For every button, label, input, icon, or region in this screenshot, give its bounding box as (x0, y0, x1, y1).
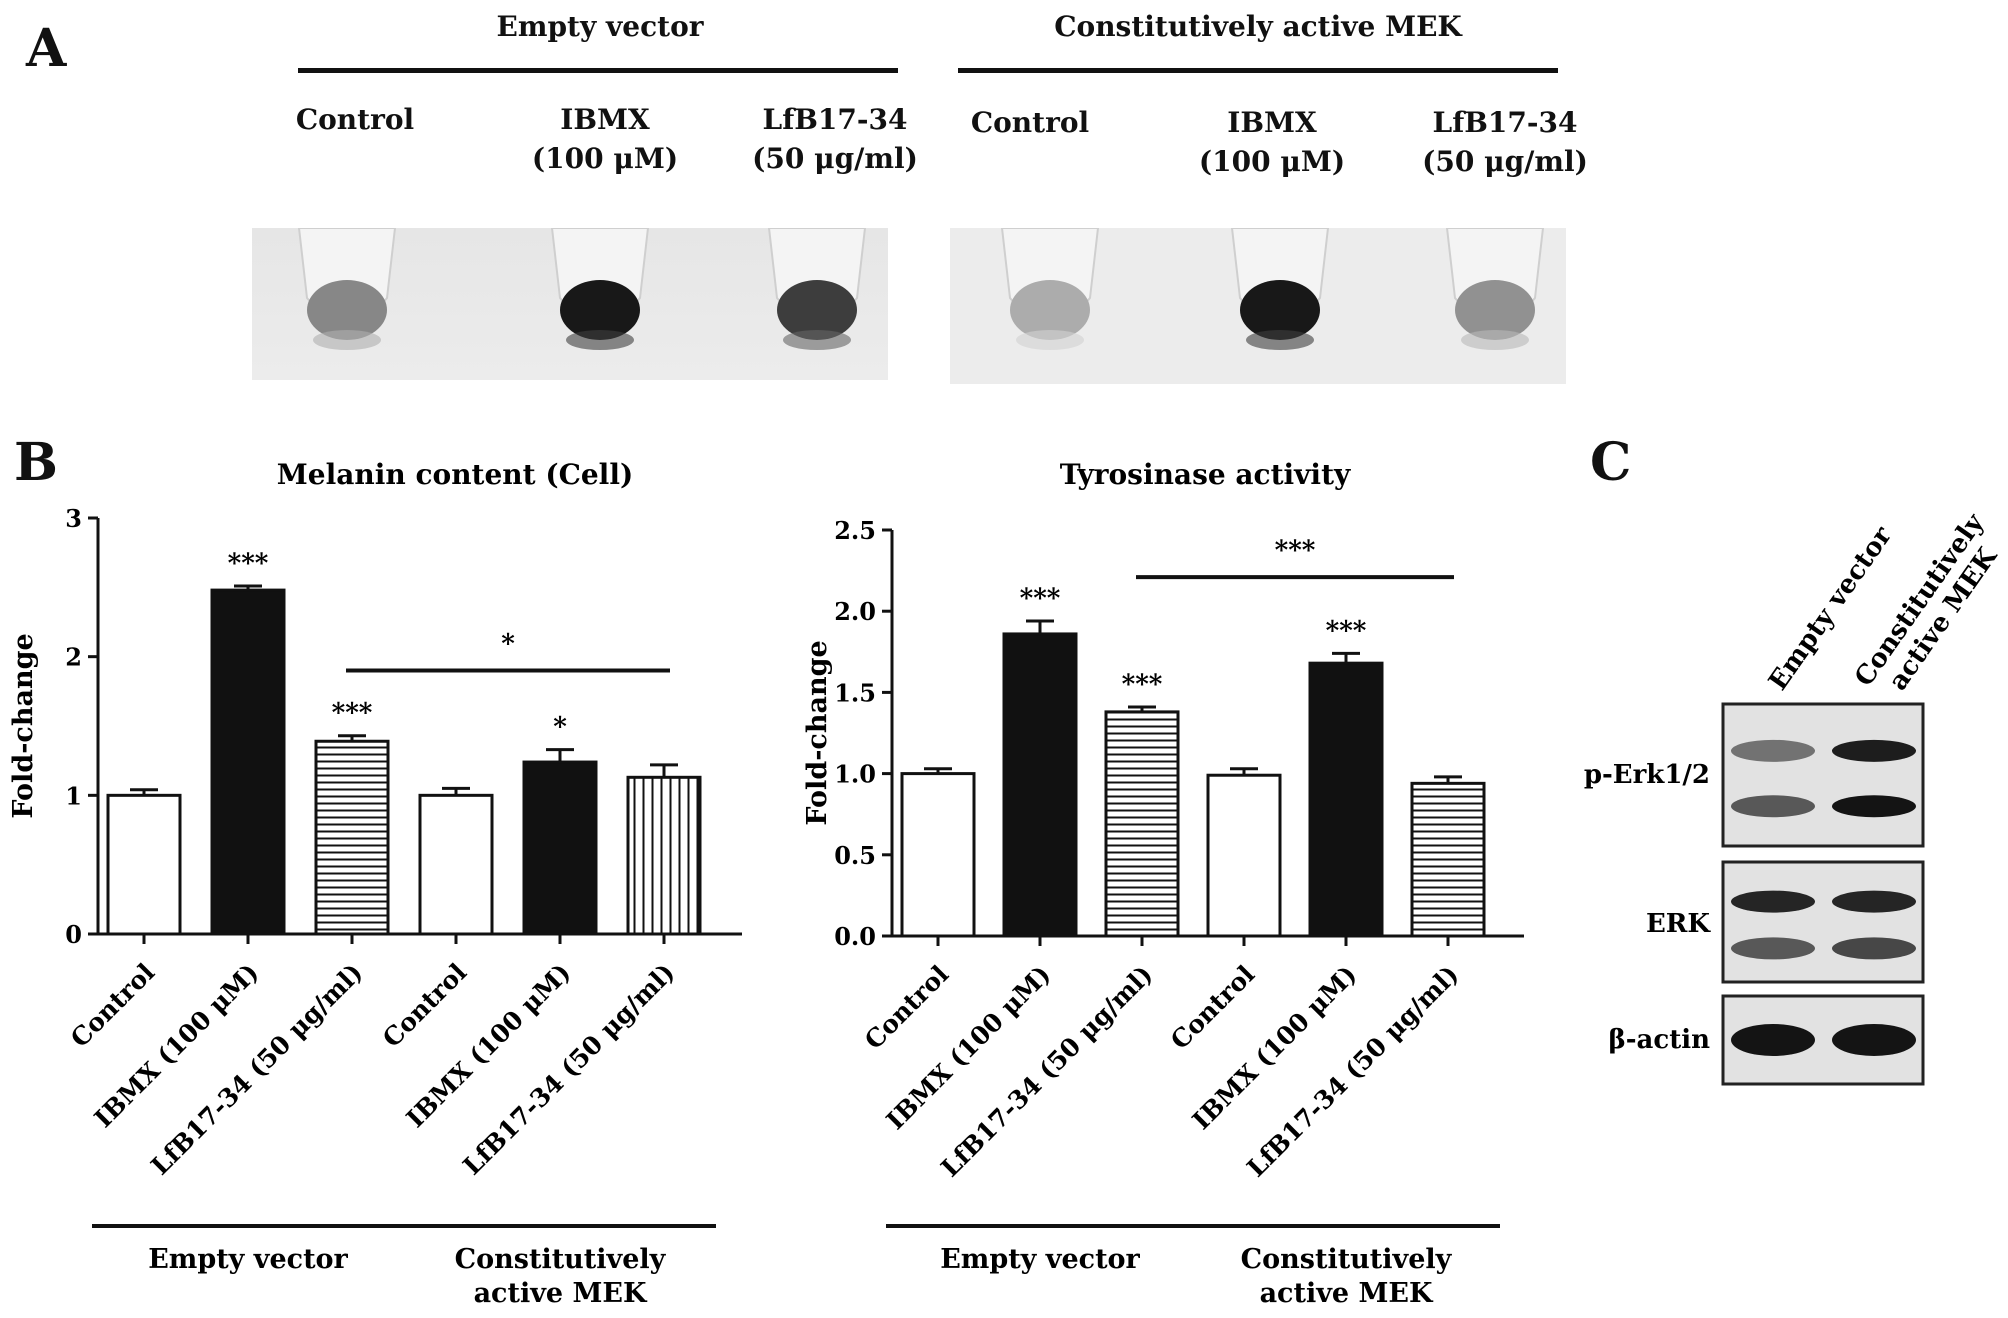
bar (106, 793, 182, 936)
chart-melanin-content: Melanin content (Cell) Fold-change 0 1 2 3 Con… (8, 458, 742, 1309)
pellet (1240, 280, 1320, 340)
bar (1104, 710, 1180, 938)
x-tick-label: LfB17-34 (50 μg/ml) (457, 958, 680, 1181)
significance-label: *** (1326, 616, 1367, 646)
blot-membrane (1721, 860, 1925, 984)
tube-photo-empty-vector (252, 228, 888, 380)
y-tick-label: 1.0 (834, 760, 876, 789)
pellet-reflection (566, 330, 634, 350)
bar (626, 775, 702, 936)
y-tick-label: 0.0 (834, 922, 876, 951)
blot-band (1832, 795, 1916, 818)
group-underline (958, 68, 1558, 73)
comparison-label: *** (1275, 536, 1316, 566)
x-tick-label: Control (859, 960, 954, 1055)
bar (900, 772, 976, 938)
blot-band (1832, 937, 1916, 960)
y-tick-label: 2.5 (834, 516, 876, 545)
panel-label-a: A (26, 18, 67, 79)
blot-label: p-Erk1/2 (1584, 760, 1710, 790)
lane-label: LfB17-34 (50 μg/ml) (752, 103, 918, 175)
pellet (1455, 280, 1535, 340)
y-tick-label: 1.5 (834, 678, 876, 707)
blot-band (1731, 937, 1815, 960)
bar (1410, 781, 1486, 938)
pellet-reflection (313, 330, 381, 350)
x-tick-label: LfB17-34 (50 μg/ml) (935, 960, 1158, 1183)
blot-band (1731, 795, 1815, 818)
bar (314, 739, 390, 936)
group-label: Empty vector (940, 1244, 1140, 1275)
group-underline (298, 68, 898, 73)
y-axis-label: Fold-change (8, 633, 39, 818)
significance-label: *** (1122, 670, 1163, 700)
x-tick-label: LfB17-34 (50 μg/ml) (1241, 960, 1464, 1183)
tube-photo-active-mek (950, 228, 1566, 384)
significance-label: *** (1020, 584, 1061, 614)
blot-membrane (1721, 702, 1925, 848)
y-tick-label: 3 (65, 504, 82, 533)
x-tick-label: Control (65, 958, 160, 1053)
bar (1206, 773, 1282, 938)
panel-b-charts: Melanin content (Cell) Fold-change 0 1 2 3 Con… (8, 458, 1524, 1309)
panel-label-c: C (1590, 432, 1632, 493)
x-tick-label: Control (377, 958, 472, 1053)
x-tick-label: LfB17-34 (50 μg/ml) (145, 958, 368, 1181)
lane-label: IBMX (100 μM) (531, 103, 679, 175)
lane-label: Control (970, 106, 1090, 139)
pellet (1010, 280, 1090, 340)
bar (522, 760, 598, 936)
blot-band (1832, 890, 1916, 913)
lane-label: Control (295, 103, 415, 136)
pellet-reflection (783, 330, 851, 350)
y-tick-label: 2 (65, 643, 82, 672)
group-label: active MEK (474, 1278, 648, 1309)
x-tick-label: Control (1165, 960, 1260, 1055)
group-label: Empty vector (148, 1244, 348, 1275)
bar (1308, 661, 1384, 938)
bar (418, 793, 494, 936)
panel-label-b: B (14, 432, 58, 493)
lane-label: LfB17-34 (50 μg/ml) (1422, 106, 1588, 178)
blot-label: β-actin (1608, 1025, 1710, 1055)
blot-band (1731, 739, 1815, 762)
bar (1002, 632, 1078, 938)
pellet (307, 280, 387, 340)
pellet-reflection (1016, 330, 1084, 350)
y-tick-label: 0.5 (834, 841, 876, 870)
blot-band (1731, 1024, 1815, 1056)
chart-title: Tyrosinase activity (1060, 458, 1351, 491)
pellet-reflection (1461, 330, 1529, 350)
chart-tyrosinase-activity: Tyrosinase activity Fold-change 0.0 0.5 1.0 1… (802, 458, 1524, 1309)
significance-label: * (553, 713, 567, 743)
y-tick-label: 2.0 (834, 597, 876, 626)
pellet-reflection (1246, 330, 1314, 350)
group-label: active MEK (1260, 1278, 1434, 1309)
y-tick-label: 0 (65, 920, 82, 949)
pellet (560, 280, 640, 340)
significance-label: *** (228, 549, 269, 579)
group-label: Constitutively (1241, 1244, 1453, 1275)
group-title-empty-vector: Empty vector (496, 10, 704, 43)
blot-band (1832, 739, 1916, 762)
comparison-label: * (501, 630, 515, 660)
bar (210, 588, 286, 936)
significance-label: *** (332, 699, 373, 729)
y-axis-label: Fold-change (802, 640, 833, 825)
group-label: Constitutively (455, 1244, 667, 1275)
lane-label: IBMX (100 μM) (1198, 106, 1346, 178)
chart-title: Melanin content (Cell) (277, 458, 633, 491)
blot-band (1731, 890, 1815, 913)
group-title-active-mek: Constitutively active MEK (1054, 10, 1462, 43)
blot-band (1832, 1024, 1916, 1056)
blot-label: ERK (1646, 909, 1711, 939)
y-tick-label: 1 (65, 781, 82, 810)
pellet (777, 280, 857, 340)
